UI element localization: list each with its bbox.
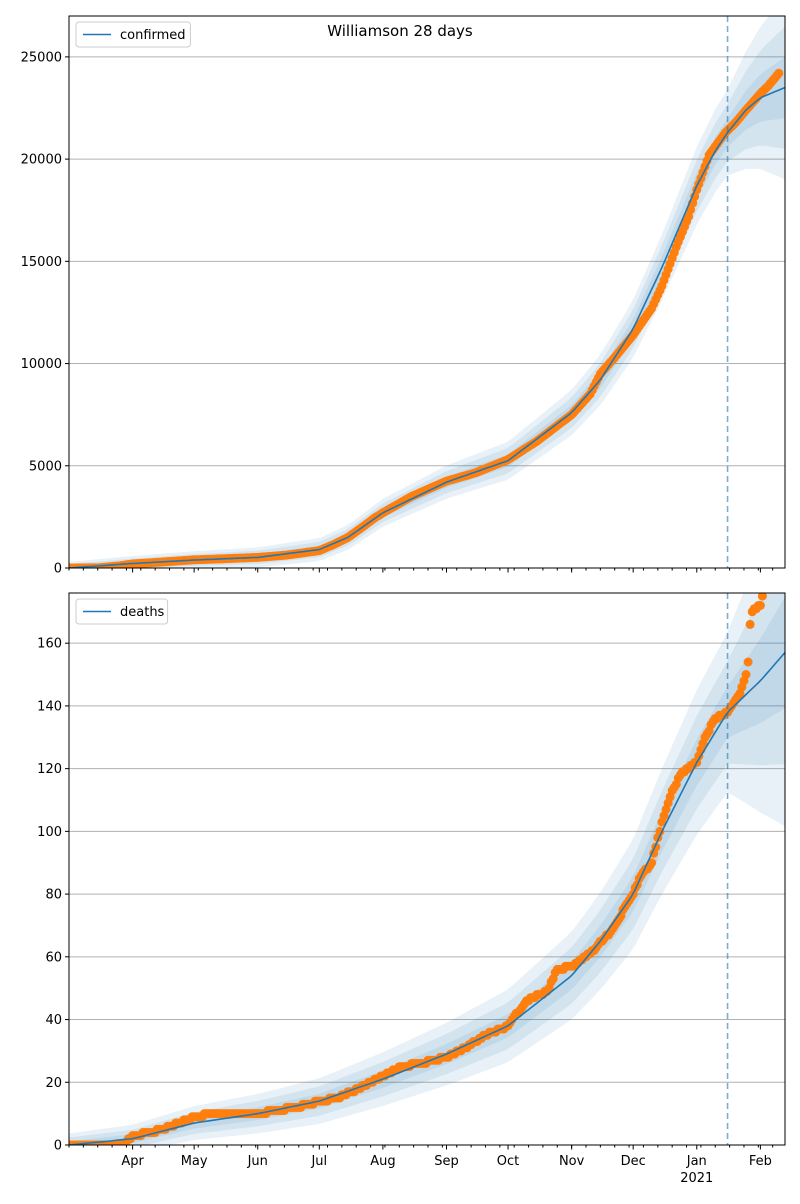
axes-frame — [68, 15, 786, 569]
x-tick-label: Sep — [434, 1154, 459, 1169]
legend: deaths — [75, 598, 169, 625]
model-line — [69, 86, 785, 568]
y-tick-label: 40 — [45, 1013, 62, 1028]
x-tick-label: Nov — [559, 1154, 585, 1169]
legend-box — [75, 21, 191, 48]
legend-label: deaths — [120, 605, 165, 620]
x-tick-label: Jan — [686, 1154, 707, 1169]
legend-box — [75, 598, 169, 625]
confirmed-panel: 0 5000 10000 15000 20000 25000 confirmed — [21, 15, 786, 577]
observed-series — [69, 68, 784, 568]
uncertainty-band — [69, 26, 785, 568]
uncertainty-bands — [69, 593, 785, 1145]
observed-point — [655, 826, 665, 836]
observed-point — [743, 657, 753, 667]
legend: confirmed — [75, 21, 191, 48]
x-tick-label: Jul — [310, 1154, 327, 1169]
y-tick-label: 20000 — [21, 153, 62, 168]
uncertainty-band — [69, 16, 785, 568]
x-tick-label: Apr — [121, 1154, 144, 1169]
observed-point — [741, 670, 751, 679]
y-tick-label: 20 — [45, 1076, 62, 1091]
y-tick-label: 140 — [37, 699, 62, 714]
observed-point — [774, 68, 784, 78]
y-tick-label: 0 — [54, 1139, 62, 1154]
x-tick-label: May — [181, 1154, 208, 1169]
uncertainty-band — [69, 57, 785, 568]
figure-title: Williamson 28 days — [327, 22, 473, 40]
legend-label: confirmed — [120, 28, 186, 43]
observed-point — [755, 601, 765, 610]
x-tick-label: Feb — [749, 1154, 772, 1169]
y-tick-label: 15000 — [21, 255, 62, 270]
deaths-panel: 0 20 40 60 80 100 120 140 160 Apr May Jun Jul Aug Sep O… — [37, 592, 786, 1186]
axes-frame — [68, 592, 786, 1146]
y-tick-label: 120 — [37, 762, 62, 777]
x-year-label: 2021 — [680, 1171, 713, 1186]
x-tick-label: Oct — [497, 1154, 519, 1169]
y-tick-label: 5000 — [29, 459, 62, 474]
y-tick-label: 10000 — [21, 357, 62, 372]
y-tick-label: 160 — [37, 637, 62, 652]
x-tick-label: Jun — [247, 1154, 268, 1169]
y-tick-label: 0 — [54, 562, 62, 577]
y-tick-label: 100 — [37, 825, 62, 840]
uncertainty-bands — [69, 16, 785, 568]
y-tick-label: 80 — [45, 888, 62, 903]
y-tick-label: 25000 — [21, 50, 62, 65]
x-tick-label: Dec — [621, 1154, 646, 1169]
y-tick-label: 60 — [45, 950, 62, 965]
model-line — [69, 652, 785, 1145]
observed-point — [757, 593, 767, 601]
x-tick-label: Aug — [370, 1154, 395, 1169]
observed-point — [745, 619, 755, 629]
